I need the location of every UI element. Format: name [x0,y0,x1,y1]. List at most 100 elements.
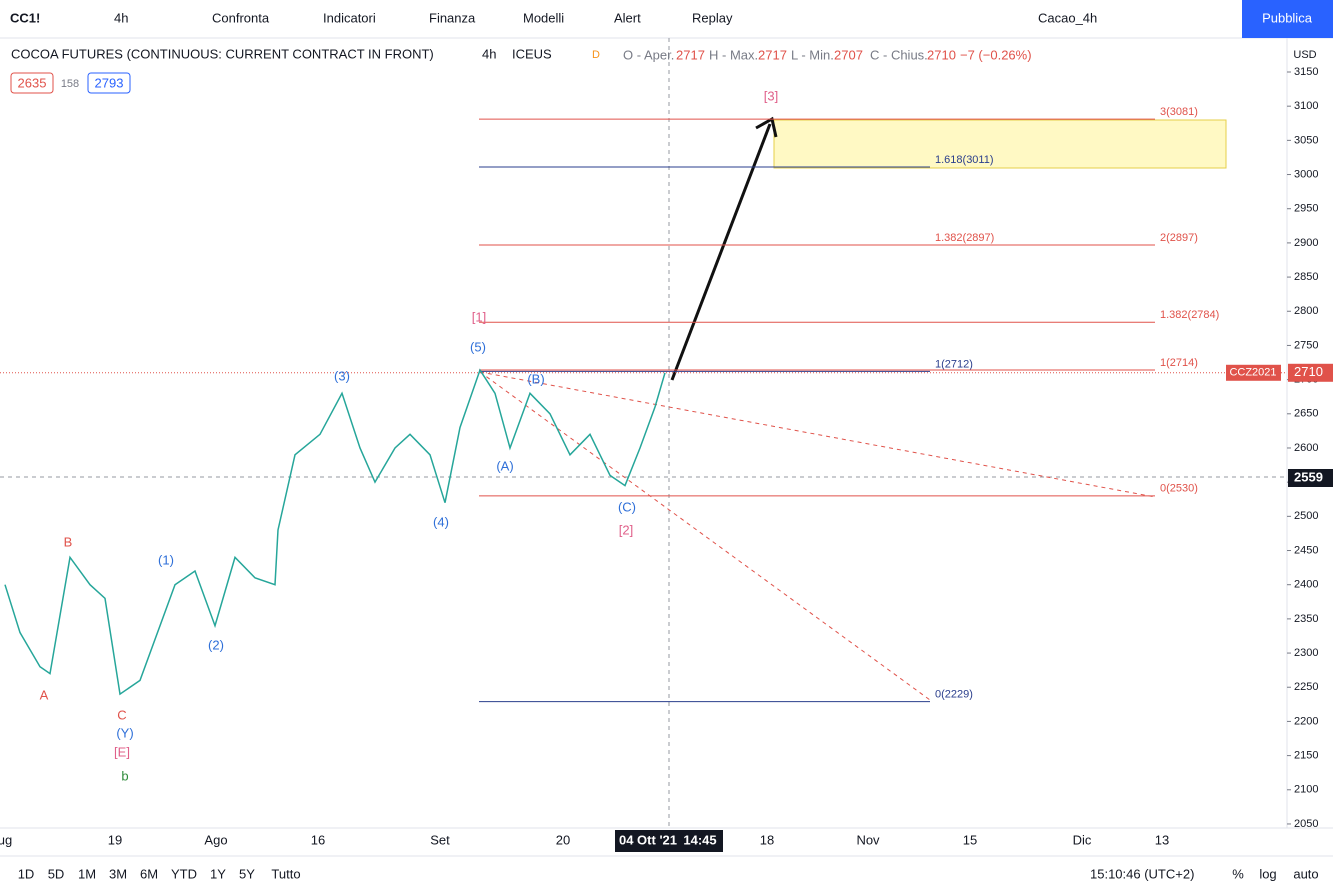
legend-flag: D [592,49,600,61]
wave-label: A [40,687,49,702]
fib-label: 2(2897) [1160,232,1198,244]
legend-high_label: H - Max. [709,47,758,62]
range-button[interactable]: 5Y [239,866,255,881]
toolbar-item[interactable]: Replay [692,10,733,25]
fib-label: 1.618(3011) [935,154,994,166]
crosshair-price: 2559 [1294,469,1323,484]
time-cursor-bg [615,830,723,852]
range-button[interactable]: 6M [140,866,158,881]
wave-label: B [64,534,73,549]
wave-label: [E] [114,744,130,759]
price-tick-label: 2150 [1294,750,1318,762]
interval[interactable]: 4h [114,10,128,25]
wave-label: (Y) [116,725,133,740]
trend-line [479,371,1156,498]
legend-change: −7 (−0.26%) [960,47,1032,62]
time-label: Dic [1073,832,1092,847]
price-tick-label: 2050 [1294,818,1318,830]
fib-label: 1(2714) [1160,357,1198,369]
legend-low: 2707 [834,47,863,62]
time-cursor: 04 Ott '21 [619,832,677,847]
range-button[interactable]: 1D [18,866,35,881]
legend-open_label: O - Aper. [623,47,674,62]
wave-label: [2] [619,522,633,537]
ask-box [87,72,131,94]
toolbar-item[interactable]: Modelli [523,10,564,25]
fib-label: 1(2712) [935,358,973,370]
time-label: 13 [1155,832,1169,847]
wave-label: (4) [433,514,449,529]
wave-label: (1) [158,552,174,567]
percent-toggle[interactable]: % [1232,866,1244,881]
legend-open: 2717 [676,47,705,62]
toolbar-item[interactable]: Finanza [429,10,476,25]
publish-label[interactable]: Pubblica [1262,10,1313,25]
price-tick-label: 2650 [1294,408,1318,420]
legend-low_label: L - Min. [791,47,834,62]
legend-close_label: C - Chius. [870,47,928,62]
time-cursor-time: 14:45 [683,832,716,847]
legend-interval: 4h [482,46,496,61]
wave-label: [3] [764,88,778,103]
symbol-tag: CCZ2021 [1229,367,1276,379]
price-tick-label: 2200 [1294,715,1318,727]
toolbar-bg [0,0,1333,38]
range-button[interactable]: 1Y [210,866,226,881]
currency[interactable]: USD [1293,49,1316,61]
toolbar-item[interactable]: Confronta [212,10,270,25]
wave-label: (A) [496,458,513,473]
toolbar-item[interactable]: Indicatori [323,10,376,25]
price-tick-label: 2100 [1294,784,1318,796]
range-button[interactable]: 3M [109,866,127,881]
price-tick-label: 3150 [1294,66,1318,78]
price-tick-label: 2350 [1294,613,1318,625]
wave-label: b [121,768,128,783]
price-tick-label: 2750 [1294,339,1318,351]
wave-label: (3) [334,368,350,383]
last-price-bg [1288,363,1333,382]
symbol[interactable]: CC1! [10,10,40,25]
price-tick-label: 2800 [1294,305,1318,317]
fib-label: 1.382(2897) [935,232,994,244]
price-tick-label: 2900 [1294,237,1318,249]
time-label: 18 [760,832,774,847]
spread: 158 [61,78,79,90]
wave-label: [1] [472,309,486,324]
last-price: 2710 [1294,364,1323,379]
crosshair-price-bg [1288,469,1333,487]
wave-label: (5) [470,339,486,354]
legend-high: 2717 [758,47,787,62]
fib-label: 0(2530) [1160,483,1198,495]
fib-label: 0(2229) [935,689,973,701]
price-tick-label: 3000 [1294,168,1318,180]
target-zone [773,119,1227,169]
bid: 2635 [18,75,47,90]
auto-toggle[interactable]: auto [1293,866,1318,881]
time-label: 19 [108,832,122,847]
publish-button[interactable] [1242,0,1333,38]
projection-arrow [670,123,772,381]
legend-exchange: ICEUS [512,46,552,61]
legend-close: 2710 [927,47,956,62]
range-button[interactable]: YTD [171,866,197,881]
range-button[interactable]: Tutto [271,866,300,881]
clock: 15:10:46 (UTC+2) [1090,866,1194,881]
log-toggle[interactable]: log [1259,866,1276,881]
time-label: 16 [311,832,325,847]
time-label: Nov [856,832,880,847]
symbol-tag-bg [1226,364,1281,381]
time-label: 20 [556,832,570,847]
bid-box [10,72,54,94]
wave-label: C [117,707,126,722]
price-tick-label: 2500 [1294,510,1318,522]
time-label: Ago [204,832,227,847]
price-tick-label: 2450 [1294,544,1318,556]
range-button[interactable]: 5D [48,866,65,881]
range-button[interactable]: 1M [78,866,96,881]
time-label: ug [0,832,12,847]
trend-line [479,371,931,701]
price-tick-label: 2400 [1294,579,1318,591]
layout-name[interactable]: Cacao_4h [1038,10,1097,25]
toolbar-item[interactable]: Alert [614,10,641,25]
